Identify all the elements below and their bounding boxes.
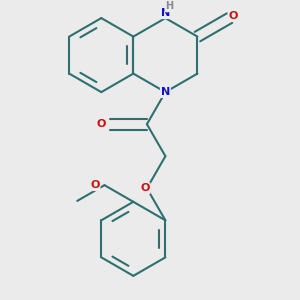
Text: O: O (90, 180, 100, 190)
Text: O: O (140, 183, 150, 193)
Text: N: N (161, 87, 170, 97)
Text: H: H (165, 2, 173, 11)
Text: O: O (97, 119, 106, 129)
Text: O: O (229, 11, 238, 21)
Text: N: N (161, 8, 170, 18)
